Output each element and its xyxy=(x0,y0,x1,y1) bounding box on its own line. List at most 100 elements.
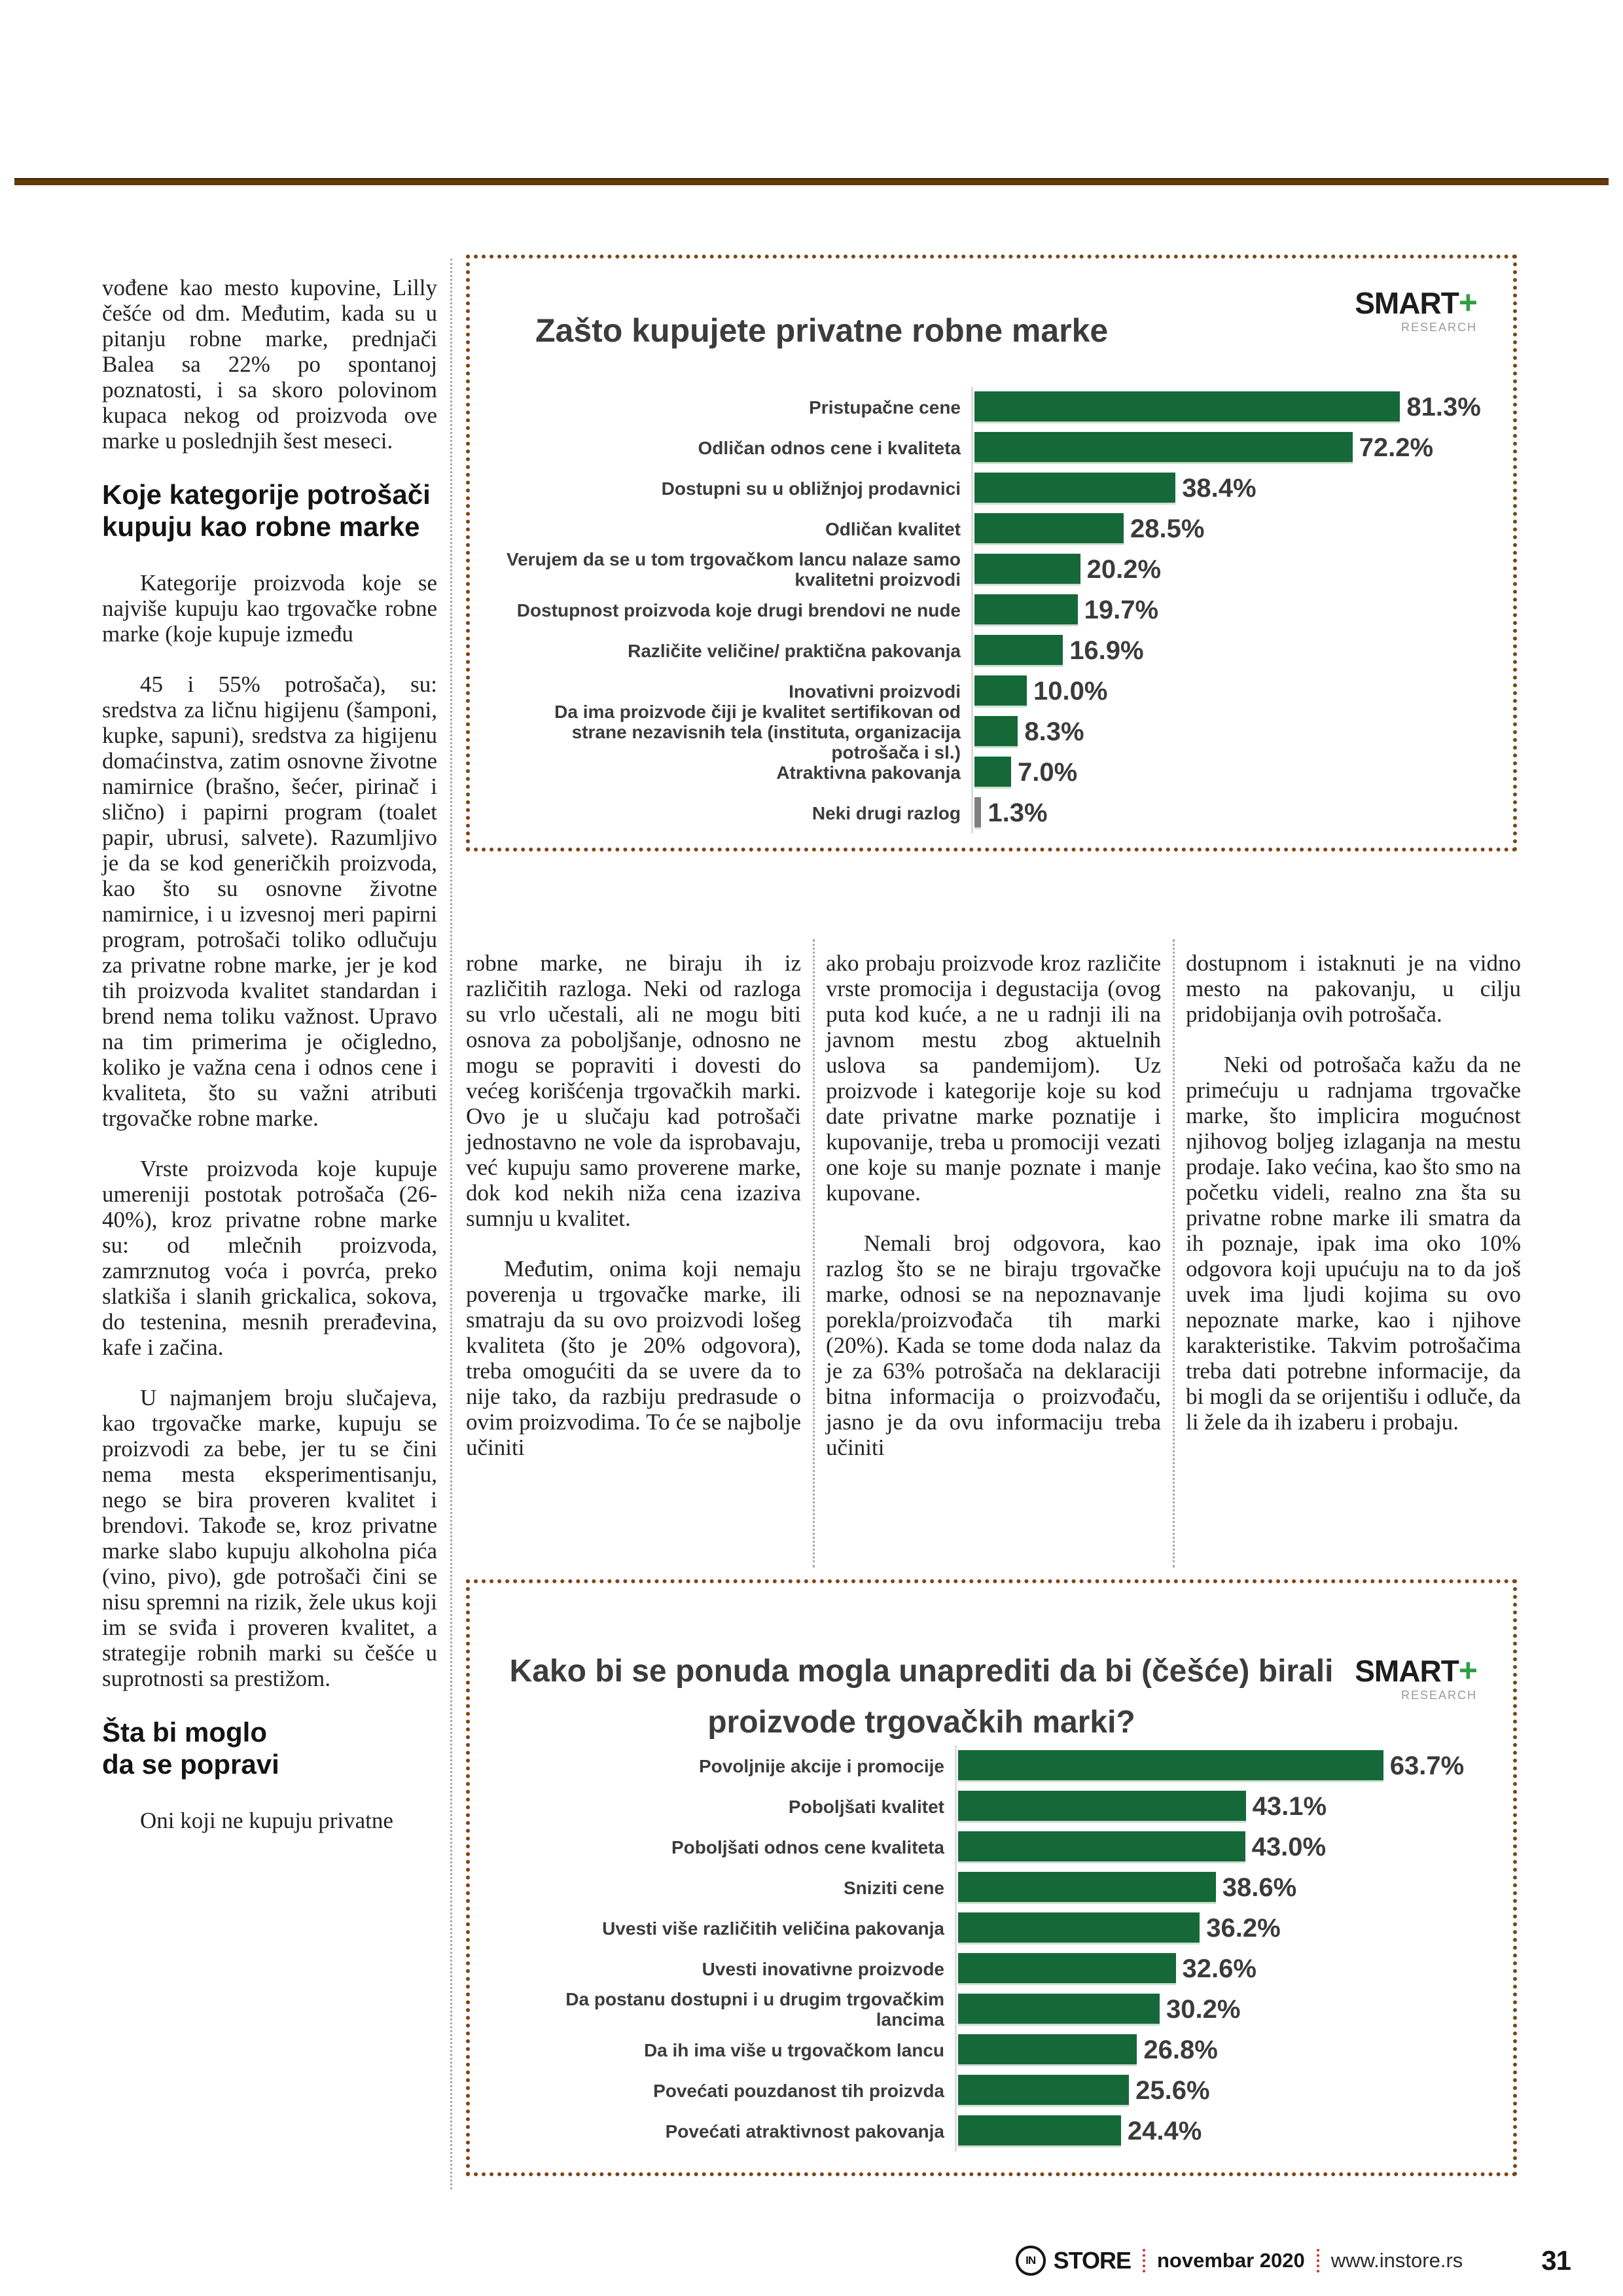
bar-value: 43.1% xyxy=(1252,1791,1327,1821)
bar-value: 72.2% xyxy=(1359,433,1434,462)
paragraph: vođene kao mesto kupovine, Lilly češće o… xyxy=(102,275,437,454)
heading-line: da se popravi xyxy=(102,1749,279,1780)
paragraph: Kategorije proizvoda koje se najviše kup… xyxy=(102,570,437,647)
chart-row: Odličan odnos cene i kvaliteta 72.2% xyxy=(503,427,1487,468)
bar-value: 19.7% xyxy=(1084,595,1159,624)
bar xyxy=(958,1871,1216,1904)
bar-track: 1.3% xyxy=(971,793,1487,833)
footer-separator xyxy=(1143,2249,1145,2272)
bar-value: 25.6% xyxy=(1135,2075,1210,2105)
bar xyxy=(958,1993,1160,2026)
bar-label: Odličan odnos cene i kvaliteta xyxy=(698,437,961,458)
bar-label: Različite veličine/ praktična pakovanja xyxy=(628,640,961,661)
paragraph: Međutim, onima koji nemaju poverenja u t… xyxy=(466,1256,801,1460)
bar xyxy=(974,553,1080,586)
bar-label: Verujem da se u tom trgovačkom lancu nal… xyxy=(506,549,961,590)
logo-subtitle: RESEARCH xyxy=(1400,321,1477,334)
bar-label: Povećati atraktivnost pakovanja xyxy=(665,2121,944,2142)
bar-label: Povećati pouzdanost tih proizvda xyxy=(653,2080,944,2101)
chart-row: Pristupačne cene 81.3% xyxy=(503,387,1487,427)
paragraph: Vrste proizvoda koje kupuje umereniji po… xyxy=(102,1156,437,1360)
bar-label: Inovativni proizvodi xyxy=(789,681,961,702)
chart-row: Uvesti inovativne proizvode 32.6% xyxy=(503,1948,1487,1989)
paragraph: Nemali broj odgovora, kao razlog što se … xyxy=(826,1230,1161,1460)
article-column-2: robne marke, ne biraju ih iz različitih … xyxy=(466,950,801,1485)
page-top-rule xyxy=(14,178,1609,185)
bar xyxy=(958,1790,1246,1823)
bar-label: Dostupnost proizvoda koje drugi brendovi… xyxy=(516,600,961,620)
footer-issue: novembar 2020 xyxy=(1157,2249,1305,2272)
bar-label: Da ih ima više u trgovačkom lancu xyxy=(643,2039,944,2060)
bar xyxy=(958,2115,1121,2147)
chart-row: Da ih ima više u trgovačkom lancu 26.8% xyxy=(503,2030,1487,2070)
paragraph: robne marke, ne biraju ih iz različitih … xyxy=(466,950,801,1231)
bar xyxy=(974,431,1353,464)
paragraph: Neki od potrošača kažu da ne primećuju u… xyxy=(1186,1052,1521,1435)
paragraph: ako probaju proizvode kroz različite vrs… xyxy=(826,950,1161,1206)
bar-label: Sniziti cene xyxy=(843,1877,944,1898)
bar xyxy=(958,1952,1176,1985)
paragraph: U najmanjem broju slučajeva, kao trgovač… xyxy=(102,1385,437,1691)
bar-value: 26.8% xyxy=(1143,2035,1218,2064)
bar-label: Da postanu dostupni i u drugim trgovački… xyxy=(565,1989,944,2030)
bar xyxy=(974,797,982,829)
bar xyxy=(974,675,1027,708)
chart-title: Zašto kupujete privatne robne marke xyxy=(535,312,1109,349)
bar xyxy=(974,756,1011,789)
section-heading: Koje kategorije potrošači kupuju kao rob… xyxy=(102,479,431,542)
bar-track: 81.3% xyxy=(971,387,1487,427)
chart-row: Da postanu dostupni i u drugim trgovački… xyxy=(503,1989,1487,2030)
plus-icon: + xyxy=(1458,284,1478,321)
bar-label: Poboljšati odnos cene kvaliteta xyxy=(671,1837,944,1857)
bar-label: Dostupni su u obližnjoj prodavnici xyxy=(661,478,961,499)
column-divider xyxy=(1173,939,1175,1568)
chart-row: Sniziti cene 38.6% xyxy=(503,1867,1487,1908)
bar-track: 43.0% xyxy=(955,1827,1487,1867)
bar-track: 63.7% xyxy=(955,1746,1487,1786)
bar xyxy=(974,594,1078,626)
bar-label: Uvesti inovativne proizvode xyxy=(702,1958,944,1979)
bar-value: 36.2% xyxy=(1206,1913,1281,1943)
paragraph: 45 i 55% potrošača), su: sredstva za lič… xyxy=(102,672,437,1131)
bar-track: 24.4% xyxy=(955,2111,1487,2151)
bar-label: Odličan kvalitet xyxy=(825,518,961,539)
chart-box-reasons: Zašto kupujete privatne robne marke SMAR… xyxy=(466,255,1517,852)
paragraph: Oni koji ne kupuju privatne xyxy=(140,1808,393,1833)
article-column-1: vođene kao mesto kupovine, Lilly češće o… xyxy=(102,275,437,2265)
paragraph: dostupnom i istaknuti je na vidno mesto … xyxy=(1186,950,1521,1027)
column-divider xyxy=(450,259,452,2189)
smart-research-logo: SMART+ RESEARCH xyxy=(1355,284,1478,334)
bar xyxy=(974,472,1176,505)
chart-row: Različite veličine/ praktična pakovanja 1… xyxy=(503,630,1487,671)
footer-website: www.instore.rs xyxy=(1330,2249,1463,2272)
bar-value: 32.6% xyxy=(1182,1954,1257,1983)
bar xyxy=(958,1912,1200,1945)
bar-value: 63.7% xyxy=(1389,1751,1465,1780)
chart-row: Verujem da se u tom trgovačkom lancu nal… xyxy=(503,549,1487,590)
chart-row: Dostupni su u obližnjoj prodavnici 38.4% xyxy=(503,468,1487,509)
logo-wordmark: SMART+ xyxy=(1355,1652,1478,1689)
bar-value: 28.5% xyxy=(1130,514,1205,543)
chart-row: Inovativni proizvodi 10.0% xyxy=(503,671,1487,711)
bar-track: 20.2% xyxy=(971,549,1487,590)
bar-track: 26.8% xyxy=(955,2030,1487,2070)
bar-value: 20.2% xyxy=(1086,554,1162,584)
bar-value: 43.0% xyxy=(1251,1832,1327,1861)
chart-row: Atraktivna pakovanja 7.0% xyxy=(503,752,1487,793)
bar xyxy=(974,512,1124,545)
chart-row: Neki drugi razlog 1.3% xyxy=(503,793,1487,833)
bar-track: 72.2% xyxy=(971,427,1487,468)
chart-title: Kako bi se ponuda mogla unaprediti da bi… xyxy=(509,1654,1334,1740)
bar-value: 24.4% xyxy=(1127,2116,1202,2145)
logo-subtitle: RESEARCH xyxy=(1400,1689,1477,1702)
bar-value: 16.9% xyxy=(1069,636,1144,665)
footer-brand: STORE xyxy=(1053,2247,1132,2274)
bar-track: 32.6% xyxy=(955,1948,1487,1989)
plus-icon: + xyxy=(1458,1652,1478,1689)
chart-row: Odličan kvalitet 28.5% xyxy=(503,509,1487,549)
bar-track: 19.7% xyxy=(971,590,1487,630)
bar-label: Atraktivna pakovanja xyxy=(776,762,961,783)
bar xyxy=(958,1749,1383,1782)
bar-label: Poboljšati kvalitet xyxy=(788,1796,944,1817)
chart-row: Povećati pouzdanost tih proizvda 25.6% xyxy=(503,2070,1487,2111)
